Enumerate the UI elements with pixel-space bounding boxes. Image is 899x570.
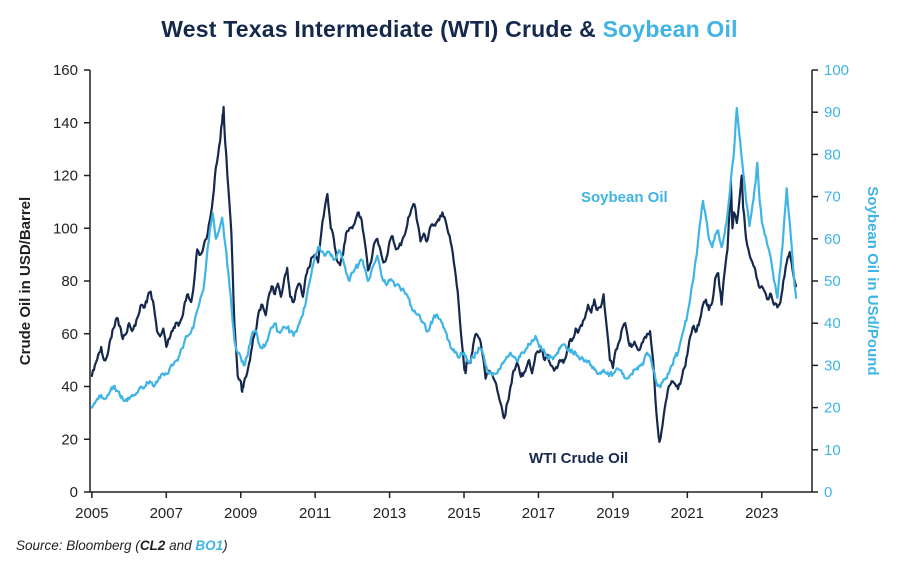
x-axis-tick-label: 2009 xyxy=(224,505,257,522)
source-cl2-ticker: CL2 xyxy=(139,538,166,553)
chart-title-soybean-part: Soybean Oil xyxy=(602,16,738,42)
chart-title: West Texas Intermediate (WTI) Crude & So… xyxy=(0,16,899,43)
source-suffix: ) xyxy=(223,538,228,553)
series-line-wti-crude-oil xyxy=(90,105,798,443)
right-axis-tick-label: 60 xyxy=(824,231,841,248)
right-axis-tick-label: 100 xyxy=(824,62,849,79)
source-prefix: Source: Bloomberg ( xyxy=(16,538,140,553)
left-axis-tick-label: 100 xyxy=(53,220,78,237)
x-axis-tick-label: 2007 xyxy=(150,505,183,522)
source-note: Source: Bloomberg (CL2 and BO1) xyxy=(16,538,228,553)
right-axis-title: Soybean Oil in USd/Pound xyxy=(864,186,881,376)
crude-series-label: WTI Crude Oil xyxy=(529,450,629,467)
series-line-soybean-oil xyxy=(90,106,798,409)
x-axis-tick-label: 2015 xyxy=(447,505,480,522)
x-axis-tick-label: 2011 xyxy=(299,505,331,522)
x-axis-tick-label: 2019 xyxy=(596,505,629,522)
left-axis-tick-label: 60 xyxy=(61,326,78,343)
right-axis-tick-label: 80 xyxy=(824,146,841,163)
soybean-series-label: Soybean Oil xyxy=(581,189,668,206)
chart-title-crude-part: West Texas Intermediate (WTI) Crude & xyxy=(161,16,603,42)
right-axis-tick-label: 20 xyxy=(824,400,841,417)
right-axis-tick-label: 70 xyxy=(824,189,841,206)
right-axis-tick-label: 50 xyxy=(824,273,841,290)
source-bo1-ticker: BO1 xyxy=(195,538,224,553)
left-axis-tick-label: 20 xyxy=(61,431,78,448)
right-axis-tick-label: 90 xyxy=(824,104,841,121)
right-axis-tick-label: 10 xyxy=(824,442,841,459)
right-axis-tick-label: 0 xyxy=(824,484,832,501)
right-axis-tick-label: 30 xyxy=(824,357,841,374)
left-axis-tick-label: 80 xyxy=(61,273,78,290)
x-axis-tick-label: 2005 xyxy=(75,505,108,522)
left-axis-tick-label: 160 xyxy=(53,62,78,79)
left-axis-title: Crude Oil in USD/Barrel xyxy=(17,196,34,366)
left-axis-tick-label: 140 xyxy=(53,115,78,132)
x-axis-tick-label: 2017 xyxy=(522,505,555,522)
x-axis-tick-label: 2013 xyxy=(373,505,406,522)
left-axis-tick-label: 40 xyxy=(61,379,78,396)
x-axis-tick-label: 2021 xyxy=(671,505,704,522)
right-axis-tick-label: 40 xyxy=(824,315,841,332)
left-axis-tick-label: 120 xyxy=(53,168,78,185)
x-axis-tick-label: 2023 xyxy=(745,505,778,522)
left-axis-tick-label: 0 xyxy=(70,484,78,501)
source-mid: and xyxy=(165,538,196,553)
